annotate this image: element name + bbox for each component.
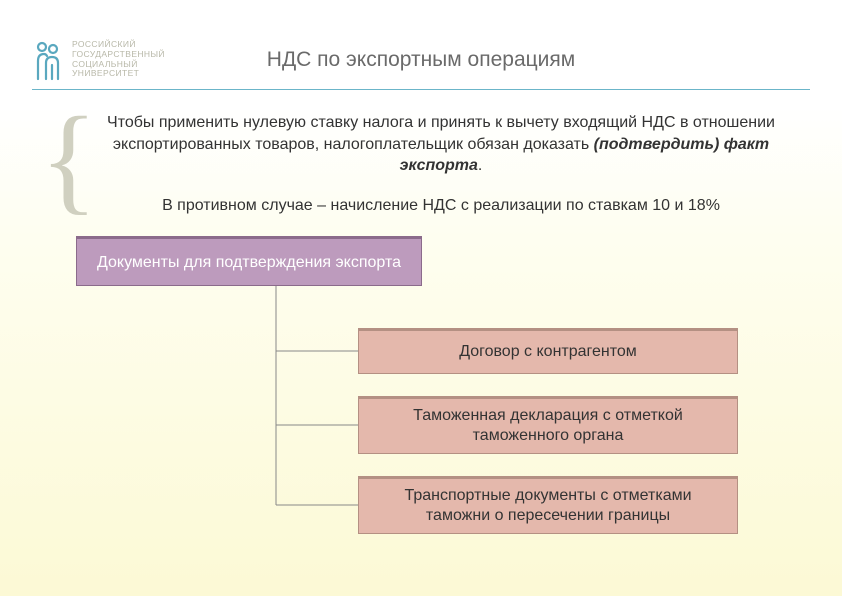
child-box-0: Договор с контрагентом [358, 328, 738, 374]
brace-icon: { [40, 108, 98, 210]
intro-p1-after: . [478, 157, 482, 174]
intro-block: { Чтобы применить нулевую ставку налога … [90, 112, 792, 216]
intro-p2: В противном случае – начисление НДС с ре… [90, 195, 792, 217]
org-line-4: УНИВЕРСИТЕТ [72, 69, 165, 79]
header: РОССИЙСКИЙ ГОСУДАРСТВЕННЫЙ СОЦИАЛЬНЫЙ УН… [32, 0, 810, 90]
intro-p1: Чтобы применить нулевую ставку налога и … [90, 112, 792, 177]
child-box-2: Транспортные документы с отметками тамож… [358, 476, 738, 534]
diagram: Документы для подтверждения экспорта Дог… [0, 236, 842, 546]
logo-text: РОССИЙСКИЙ ГОСУДАРСТВЕННЫЙ СОЦИАЛЬНЫЙ УН… [72, 40, 165, 79]
page-title: НДС по экспортным операциям [267, 48, 575, 72]
child-box-1: Таможенная декларация с отметкой таможен… [358, 396, 738, 454]
university-logo-icon [32, 39, 64, 81]
logo-block: РОССИЙСКИЙ ГОСУДАРСТВЕННЫЙ СОЦИАЛЬНЫЙ УН… [32, 9, 165, 81]
root-box: Документы для подтверждения экспорта [76, 236, 422, 286]
